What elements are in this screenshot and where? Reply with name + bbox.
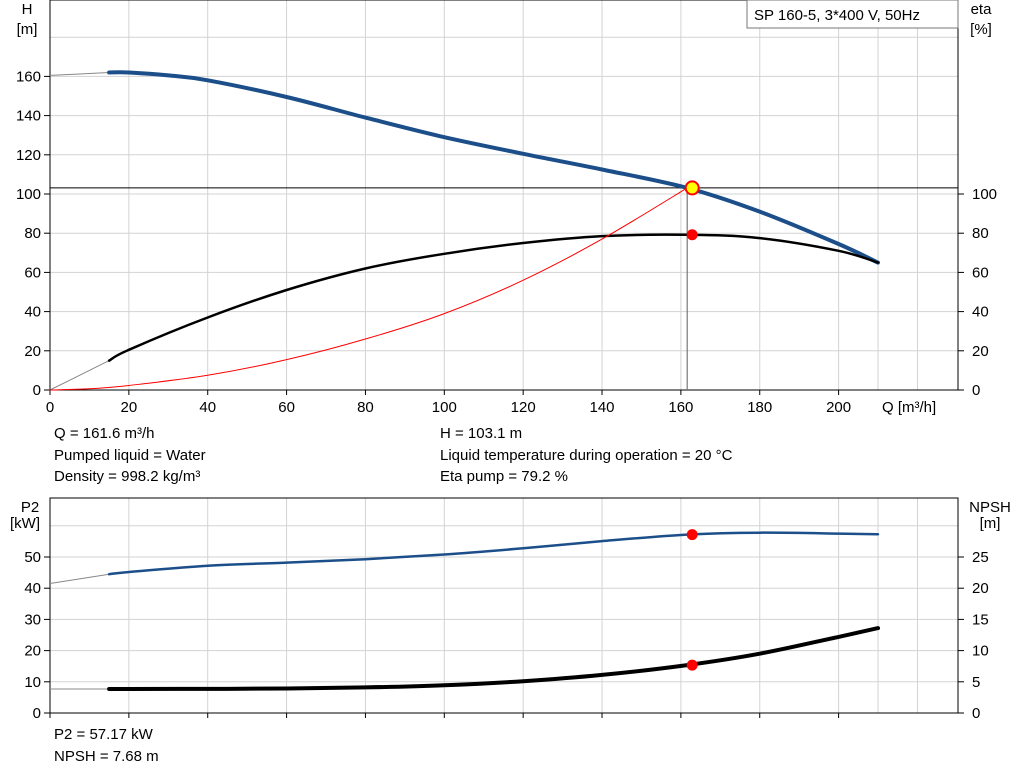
- power-duty-marker: [686, 529, 698, 541]
- title-box: [746, 0, 959, 29]
- x-tick-label: 100: [432, 399, 457, 416]
- lower-left-tick-label: 40: [24, 580, 41, 597]
- lower-right-tick-label: 20: [972, 580, 989, 597]
- main-left-tick-label: 100: [16, 186, 41, 203]
- main-left-tick-label: 160: [16, 68, 41, 85]
- lower-right-tick-label: 0: [972, 705, 980, 722]
- x-tick-label: 140: [590, 399, 615, 416]
- main-left-tick-label: 40: [24, 304, 41, 321]
- main-info-left: Q = 161.6 m³/h Pumped liquid = Water Den…: [54, 423, 206, 488]
- main-series-system: [49, 187, 688, 391]
- main-plot-frame: [49, 0, 959, 391]
- x-tick-label: 20: [121, 399, 138, 416]
- head-readout: H = 103.1 m: [440, 425, 523, 442]
- head-duty-marker: [684, 180, 700, 196]
- lower-right-tick-label: 5: [972, 674, 980, 691]
- lower-right-tick-label: 10: [972, 643, 989, 660]
- x-tick-label: 200: [826, 399, 851, 416]
- x-tick-label: 60: [278, 399, 295, 416]
- lower-right-tick-label: 25: [972, 549, 989, 566]
- temperature-readout: Liquid temperature during operation = 20…: [440, 446, 733, 464]
- x-tick-label: 120: [511, 399, 536, 416]
- lower-left-tick-label: 20: [24, 643, 41, 660]
- lower-left-axis-unit: [kW]: [10, 515, 40, 532]
- lower-left-tick-label: 50: [24, 549, 41, 566]
- flow-readout: Q = 161.6 m³/h: [54, 425, 155, 442]
- main-info-right: H = 103.1 m Liquid temperature during op…: [440, 423, 732, 488]
- main-series-head: [107, 70, 880, 265]
- main-right-tick-label: 20: [972, 343, 989, 360]
- main-left-tick-label: 80: [24, 225, 41, 242]
- main-left-axis-label: H: [22, 1, 33, 18]
- pumped-liquid-readout: Pumped liquid = Water: [54, 446, 206, 464]
- main-series-eta: [107, 233, 880, 362]
- main-right-tick-label: 100: [972, 186, 997, 203]
- npsh-readout: NPSH = 7.68 m: [54, 747, 159, 765]
- lower-left-tick-label: 10: [24, 674, 41, 691]
- lower-right-tick-label: 15: [972, 611, 989, 628]
- density-readout: Density = 998.2 kg/m³: [54, 468, 201, 485]
- x-tick-label: 180: [747, 399, 772, 416]
- x-tick-label: 80: [357, 399, 374, 416]
- lower-series-head: [107, 531, 880, 576]
- main-right-axis-label: eta: [971, 1, 993, 18]
- lower-series-eta: [107, 626, 880, 691]
- lower-curve-extension: [49, 573, 110, 584]
- main-left-tick-label: 20: [24, 343, 41, 360]
- main-curve-extension: [49, 360, 110, 391]
- main-left-tick-label: 60: [24, 264, 41, 281]
- lower-left-tick-label: 0: [33, 705, 41, 722]
- lower-plot-frame: [49, 497, 959, 714]
- npsh-duty-marker: [686, 659, 698, 671]
- eta-readout: Eta pump = 79.2 %: [440, 468, 568, 485]
- lower-info: P2 = 57.17 kW NPSH = 7.68 m: [54, 724, 159, 767]
- title-box-text: SP 160-5, 3*400 V, 50Hz: [754, 7, 920, 24]
- main-left-tick-label: 120: [16, 147, 41, 164]
- x-tick-label: 0: [46, 399, 54, 416]
- main-right-tick-label: 60: [972, 264, 989, 281]
- x-tick-label: 40: [199, 399, 216, 416]
- x-axis-label: Q [m³/h]: [882, 399, 936, 416]
- main-left-tick-label: 140: [16, 108, 41, 125]
- eta-duty-marker: [686, 229, 698, 241]
- lower-right-axis-unit: [m]: [980, 515, 1001, 532]
- main-left-axis-unit: [m]: [17, 21, 38, 38]
- main-curve-extension: [49, 72, 110, 76]
- lower-right-axis-label: NPSH: [969, 499, 1011, 516]
- lower-left-tick-label: 30: [24, 611, 41, 628]
- main-right-tick-label: 80: [972, 225, 989, 242]
- main-right-tick-label: 40: [972, 304, 989, 321]
- main-right-tick-label: 0: [972, 382, 980, 399]
- lower-left-axis-label: P2: [21, 499, 39, 516]
- main-right-axis-unit: [%]: [970, 21, 992, 38]
- x-tick-label: 160: [668, 399, 693, 416]
- power-readout: P2 = 57.17 kW: [54, 726, 153, 743]
- main-left-tick-label: 0: [33, 382, 41, 399]
